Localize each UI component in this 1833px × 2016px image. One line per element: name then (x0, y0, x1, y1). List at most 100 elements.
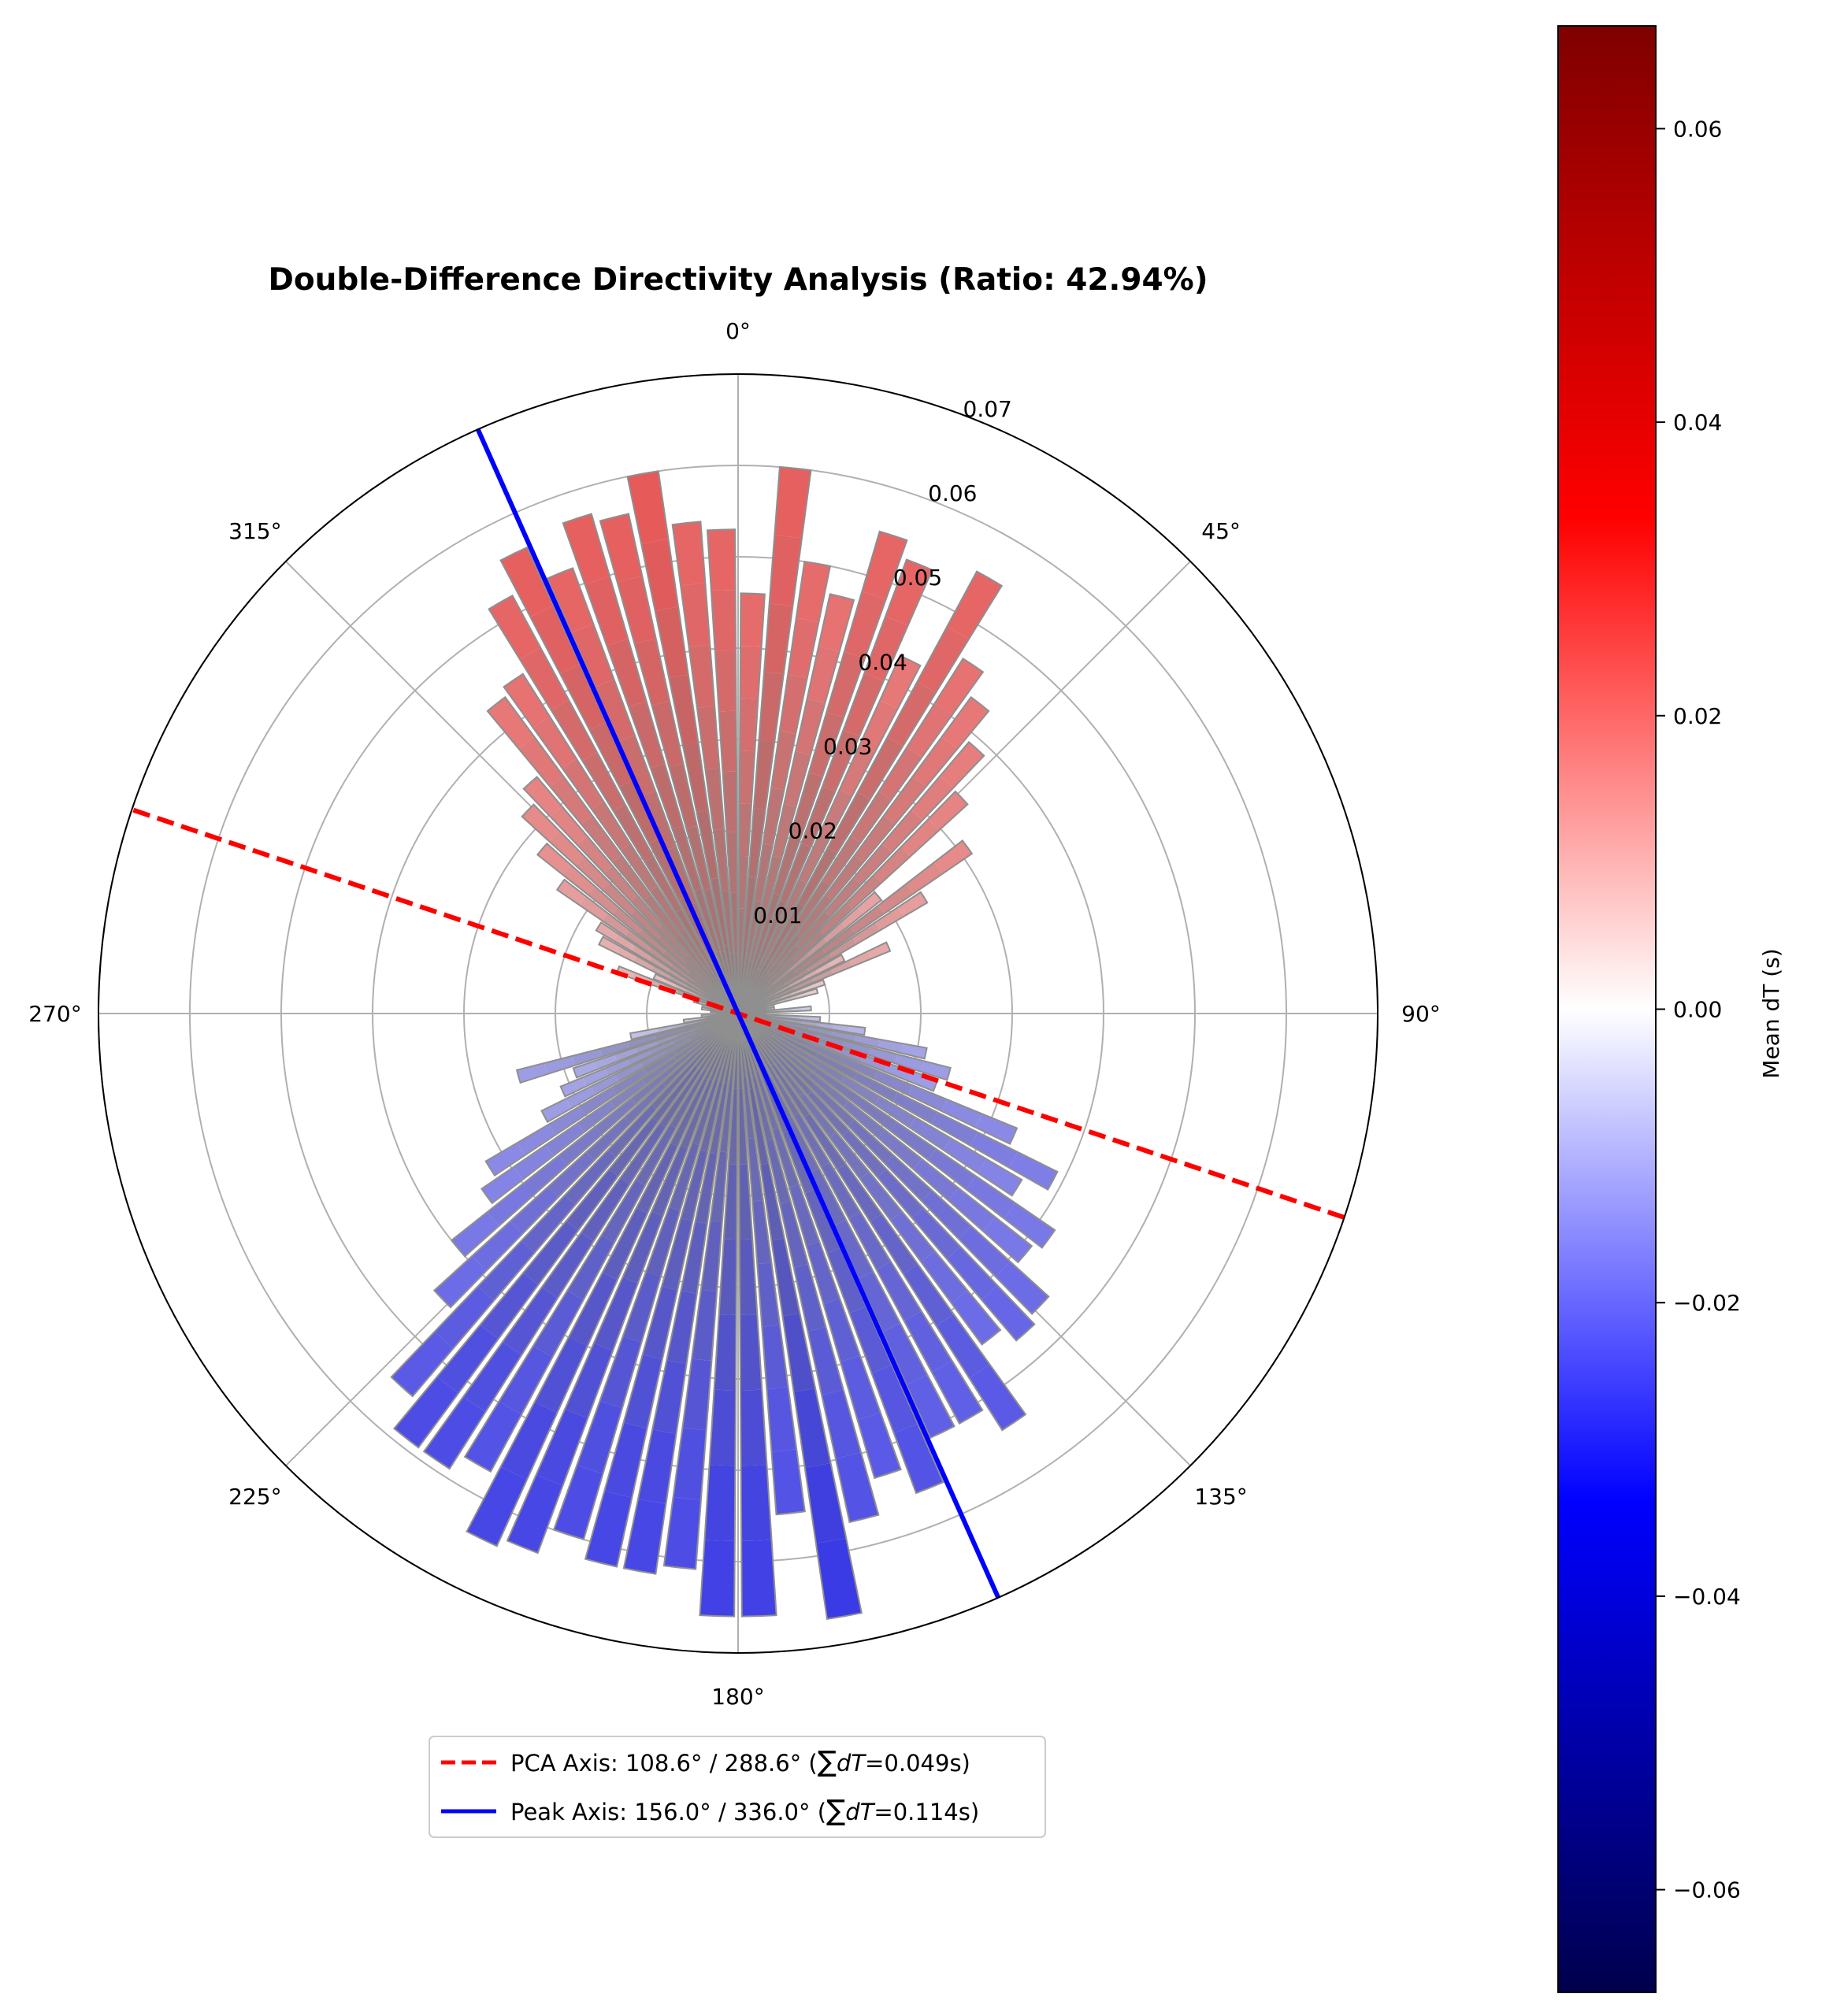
bar-310-segment (612, 907, 643, 935)
colorbar-gradient (1557, 25, 1657, 1993)
bar-186 (662, 1013, 739, 1570)
bar-170-segment (782, 1313, 815, 1392)
bar-62-segment (802, 969, 818, 981)
bar-166-segment (793, 1264, 826, 1332)
bar-50-segment (789, 952, 810, 971)
bar-142-segment (768, 1053, 804, 1097)
bar-2 (737, 592, 766, 1014)
bar-10-segment (763, 788, 785, 846)
bar-26-segment (880, 655, 921, 710)
bar-198 (552, 1013, 739, 1541)
bar-230-segment (630, 1070, 670, 1105)
bar-58-segment (897, 891, 928, 917)
bar-114-segment (772, 1028, 808, 1047)
bar-246-segment (671, 1032, 696, 1045)
bar-194-segment (662, 1217, 693, 1291)
bar-170-segment (804, 1462, 847, 1544)
bar-206-segment (670, 1078, 708, 1147)
theta-tick-label: 270° (28, 1001, 81, 1027)
bar-14-segment (761, 856, 782, 910)
bar-234-outline (481, 1013, 739, 1205)
bar-238-segment (517, 1124, 556, 1155)
bar-34-segment (766, 925, 800, 971)
bar-158-outline (737, 1013, 944, 1495)
bar-54-segment (766, 970, 797, 994)
bar-138-segment (981, 1285, 1035, 1341)
bar-66-segment (775, 987, 796, 999)
bar-6 (737, 465, 812, 1014)
bar-170-segment (793, 1388, 831, 1468)
bar-330-segment (582, 752, 625, 812)
bar-178-segment (741, 1540, 777, 1617)
bar-126-segment (852, 1095, 897, 1131)
bar-66-segment (812, 969, 833, 983)
bar-250-segment (573, 1061, 597, 1078)
bar-26-segment (758, 924, 784, 970)
bar-150 (737, 1013, 984, 1425)
bar-226-segment (586, 1117, 631, 1161)
bar-206-segment (534, 1337, 588, 1414)
bar-146-segment (837, 1163, 882, 1222)
bar-6-segment (753, 740, 775, 810)
bar-126-segment (966, 1176, 1015, 1219)
bar-198-segment (599, 1336, 642, 1408)
bar-122 (737, 1013, 1023, 1197)
r-tick-label: 0.05 (893, 565, 942, 591)
bar-242-segment (566, 1086, 596, 1109)
bar-190-segment (709, 1083, 728, 1154)
bar-146-segment (936, 1314, 990, 1378)
bar-46-segment (900, 819, 939, 857)
bar-358-segment (718, 710, 737, 773)
bar-146-outline (737, 1013, 1027, 1432)
bar-178-segment (739, 1164, 753, 1240)
bar-150-segment (766, 1063, 800, 1117)
colorbar-tick-label: 0.04 (1673, 410, 1722, 435)
bar-178-segment (740, 1465, 772, 1541)
bar-242-segment (590, 1074, 619, 1095)
bar-54-outline (737, 839, 974, 1014)
bar-186-segment (663, 1496, 701, 1569)
bar-194-segment (642, 1286, 677, 1360)
bar-38-segment (796, 895, 833, 938)
bar-118-segment (815, 1053, 858, 1080)
bar-174 (737, 1013, 806, 1516)
bar-74-segment (807, 988, 818, 996)
bar-170-segment (760, 1163, 785, 1241)
bar-6-segment (759, 672, 784, 743)
bar-46-segment (819, 902, 853, 936)
bar-210-segment (465, 1401, 522, 1472)
bar-18-outline (737, 530, 908, 1014)
bar-326-segment (562, 758, 604, 810)
bar-246-segment (605, 1058, 630, 1077)
bar-102-segment (785, 1022, 809, 1031)
bar-46-segment (928, 791, 968, 831)
bar-230-segment (487, 1184, 533, 1226)
polar-frame (98, 373, 1378, 1654)
bar-34-segment (878, 747, 922, 800)
bar-6-segment (774, 467, 811, 539)
bar-22-outline (737, 558, 933, 1014)
bar-70 (737, 978, 826, 1014)
bar-298-segment (668, 975, 688, 988)
bar-42-segment (940, 742, 985, 788)
bar-230-segment (523, 1155, 568, 1196)
bar-226-outline (432, 1013, 739, 1309)
bar-22-segment (843, 673, 884, 736)
bar-66-segment (849, 951, 871, 967)
bar-22-segment (801, 786, 836, 847)
bar-306-segment (692, 980, 717, 999)
bar-34-segment (822, 836, 861, 886)
bar-170-segment (749, 1088, 770, 1166)
bar-214-outline (422, 1013, 739, 1470)
bar-358 (706, 528, 739, 1014)
bar-162 (737, 1013, 902, 1480)
bar-134-segment (995, 1261, 1049, 1314)
bar-26-segment (818, 790, 852, 840)
bar-202-segment (622, 1211, 663, 1284)
bar-154-segment (810, 1168, 847, 1226)
bar-126 (737, 1013, 1056, 1249)
bar-30-segment (917, 626, 969, 693)
bar-62-segment (777, 984, 792, 994)
bar-230-segment (595, 1099, 636, 1136)
colorbar: 0.06 0.04 0.02 0.00 −0.02 −0.04 −0.06 Mean dT … (1557, 25, 1784, 1993)
